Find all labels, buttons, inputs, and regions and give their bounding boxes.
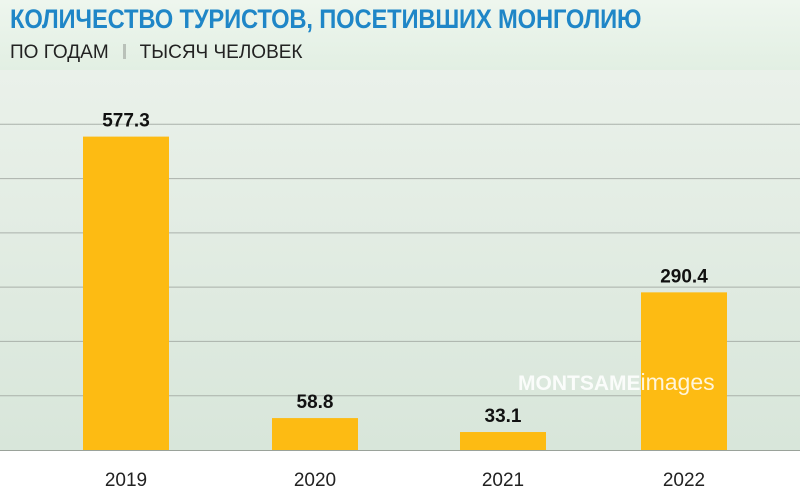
subtitle-period: ПО ГОДАМ [10, 42, 109, 63]
bar-2021 [460, 432, 546, 450]
data-label-2019: 577.3 [102, 111, 150, 132]
x-axis-band [0, 450, 800, 495]
x-tick-2021: 2021 [482, 470, 524, 491]
bars [83, 136, 727, 450]
bar-2022 [641, 292, 727, 450]
bar-2019 [83, 136, 169, 450]
x-tick-2020: 2020 [294, 470, 336, 491]
data-label-2020: 58.8 [297, 392, 334, 413]
watermark-suffix: images [641, 369, 715, 395]
chart-header: КОЛИЧЕСТВО ТУРИСТОВ, ПОСЕТИВШИХ МОНГОЛИЮ… [0, 0, 800, 70]
chart-subtitle: ПО ГОДАМ ТЫСЯЧ ЧЕЛОВЕК [10, 42, 302, 64]
watermark-brand: MONTSAME [518, 372, 641, 395]
bar-2020 [272, 418, 358, 450]
watermark: MONTSAMEimages [518, 369, 715, 395]
x-tick-2022: 2022 [663, 470, 705, 491]
data-label-2022: 290.4 [660, 266, 708, 287]
data-label-2021: 33.1 [485, 406, 522, 427]
subtitle-unit: ТЫСЯЧ ЧЕЛОВЕК [139, 42, 303, 63]
x-tick-labels: 2019 2020 2021 2022 [105, 470, 705, 491]
subtitle-separator [122, 44, 126, 59]
chart-title: КОЛИЧЕСТВО ТУРИСТОВ, ПОСЕТИВШИХ МОНГОЛИЮ [10, 4, 642, 34]
x-tick-2019: 2019 [105, 470, 147, 491]
data-labels: 577.3 58.8 33.1 290.4 [102, 111, 708, 427]
